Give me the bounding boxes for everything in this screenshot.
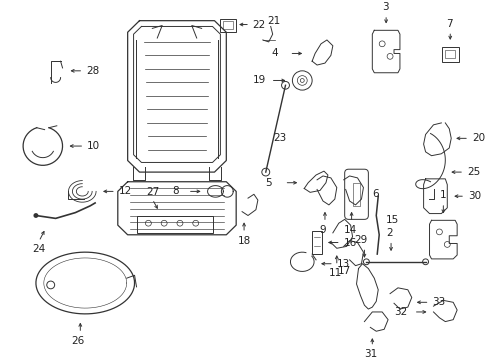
Text: 5: 5 bbox=[264, 178, 271, 188]
Text: 19: 19 bbox=[252, 76, 265, 85]
Text: 2: 2 bbox=[386, 228, 392, 238]
Text: 32: 32 bbox=[393, 307, 407, 317]
Text: 25: 25 bbox=[466, 167, 479, 177]
Text: 10: 10 bbox=[87, 141, 100, 151]
Text: 16: 16 bbox=[343, 238, 356, 248]
Text: 3: 3 bbox=[382, 2, 388, 12]
Text: 15: 15 bbox=[386, 215, 399, 225]
Bar bbox=[136, 216, 213, 233]
Text: 24: 24 bbox=[32, 244, 45, 254]
Text: 13: 13 bbox=[336, 259, 349, 269]
Circle shape bbox=[33, 213, 38, 218]
Text: 20: 20 bbox=[471, 133, 484, 143]
Text: 33: 33 bbox=[431, 297, 445, 307]
Text: 29: 29 bbox=[354, 235, 367, 244]
Text: 27: 27 bbox=[146, 187, 159, 197]
Text: 18: 18 bbox=[238, 235, 251, 246]
Text: 7: 7 bbox=[446, 19, 452, 28]
Text: 31: 31 bbox=[364, 350, 377, 359]
Text: 12: 12 bbox=[119, 186, 132, 197]
Text: 23: 23 bbox=[273, 133, 286, 143]
Text: 22: 22 bbox=[251, 19, 264, 30]
Text: 8: 8 bbox=[172, 186, 178, 197]
Text: 1: 1 bbox=[439, 190, 445, 200]
Text: 9: 9 bbox=[318, 225, 325, 235]
Text: 11: 11 bbox=[328, 268, 342, 278]
Bar bbox=[445, 50, 454, 58]
Bar bbox=[311, 231, 321, 254]
Text: 21: 21 bbox=[266, 16, 280, 26]
Bar bbox=[223, 21, 233, 30]
Text: 6: 6 bbox=[371, 189, 378, 199]
Bar bbox=[442, 47, 458, 62]
Text: 4: 4 bbox=[271, 49, 278, 58]
Text: 17: 17 bbox=[337, 266, 350, 276]
Text: 26: 26 bbox=[71, 336, 84, 346]
Bar bbox=[352, 183, 360, 206]
Text: 30: 30 bbox=[467, 191, 480, 201]
Text: 28: 28 bbox=[86, 66, 99, 76]
Text: 14: 14 bbox=[343, 225, 356, 235]
Bar bbox=[220, 19, 236, 32]
